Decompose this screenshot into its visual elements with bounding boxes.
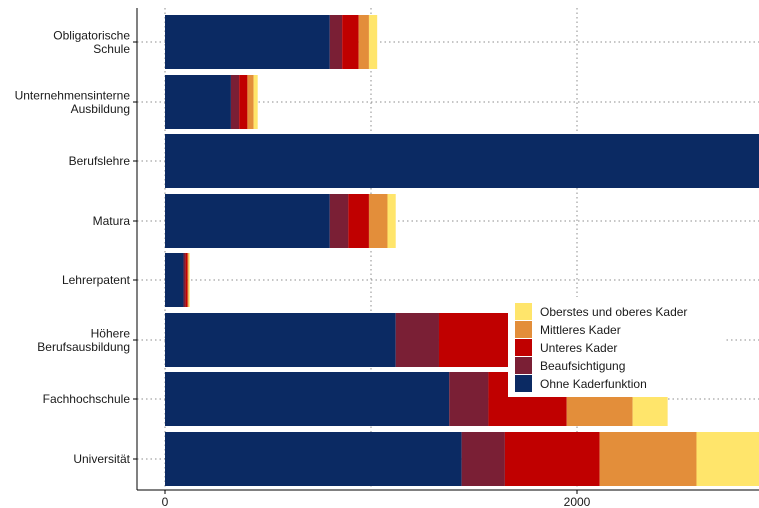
- bar-segment: [395, 313, 439, 367]
- bar-segment: [183, 253, 186, 307]
- y-tick-label: Matura: [93, 214, 131, 228]
- bar-segment: [247, 75, 254, 129]
- x-tick-labels: 020004000: [162, 490, 591, 508]
- bar-segment: [449, 372, 489, 426]
- bar-segment: [461, 432, 505, 486]
- bar-segment: [165, 432, 462, 486]
- legend-background: [508, 297, 726, 397]
- bar-segment: [342, 15, 359, 69]
- legend-swatch: [515, 321, 532, 338]
- bar-segment: [188, 253, 190, 307]
- y-tick-label: Universität: [73, 452, 130, 466]
- bar-segment: [358, 15, 369, 69]
- x-tick-label: 0: [162, 495, 169, 508]
- y-tick-label: Unternehmensinterne Ausbildung: [15, 88, 131, 116]
- bar-segment: [253, 75, 258, 129]
- bar-segment: [165, 372, 450, 426]
- legend-label: Ohne Kaderfunktion: [540, 377, 647, 391]
- y-tick-label: Obligatorische Schule: [53, 28, 130, 56]
- y-tick-label: Fachhochschule: [43, 392, 131, 406]
- legend-swatch: [515, 303, 532, 320]
- legend-swatch: [515, 357, 532, 374]
- bar-segment: [165, 313, 396, 367]
- bar-segment: [187, 253, 189, 307]
- bar-segment: [696, 432, 759, 486]
- legend-label: Oberstes und oberes Kader: [540, 305, 687, 319]
- bar-segment: [368, 194, 388, 248]
- bar-segment: [165, 253, 184, 307]
- bar-segment: [239, 75, 248, 129]
- bar-segment: [185, 253, 188, 307]
- legend-swatch: [515, 339, 532, 356]
- legend-label: Unteres Kader: [540, 341, 617, 355]
- bars: [165, 15, 759, 486]
- bar-segment: [165, 75, 231, 129]
- y-tick-label: Höhere Berufsausbildung: [37, 326, 130, 354]
- bar-segment: [599, 432, 697, 486]
- bar-segment: [165, 15, 330, 69]
- bar-segment: [348, 194, 369, 248]
- bar-segment: [165, 134, 759, 188]
- x-tick-label: 2000: [564, 495, 591, 508]
- bar-segment: [504, 432, 600, 486]
- legend-label: Mittleres Kader: [540, 323, 621, 337]
- bar-segment: [230, 75, 240, 129]
- legend: Oberstes und oberes Kader Mittleres Kader…: [508, 297, 726, 397]
- y-tick-labels: Obligatorische Schule Unternehmensinterne A…: [15, 28, 137, 466]
- bar-segment: [387, 194, 396, 248]
- legend-label: Beaufsichtigung: [540, 359, 625, 373]
- bar-segment: [368, 15, 378, 69]
- bar-segment: [165, 194, 330, 248]
- y-tick-label: Lehrerpatent: [62, 273, 131, 287]
- axes: [136, 8, 759, 491]
- bar-segment: [329, 15, 343, 69]
- bar-segment: [329, 194, 349, 248]
- y-tick-label: Berufslehre: [69, 154, 131, 168]
- legend-swatch: [515, 375, 532, 392]
